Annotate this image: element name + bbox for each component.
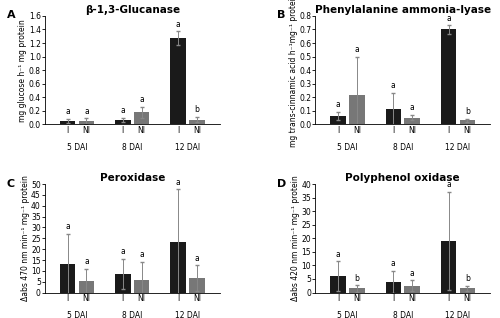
Bar xyxy=(115,120,130,124)
Text: a: a xyxy=(140,95,144,104)
Bar xyxy=(60,121,76,124)
Text: 8 DAI: 8 DAI xyxy=(392,311,413,318)
Y-axis label: mg glucose h⁻¹ mg protein: mg glucose h⁻¹ mg protein xyxy=(18,19,28,121)
Bar xyxy=(330,116,346,124)
Text: 5 DAI: 5 DAI xyxy=(338,143,358,152)
Text: a: a xyxy=(176,20,180,29)
Text: B: B xyxy=(277,10,285,20)
Bar xyxy=(78,121,94,124)
Text: a: a xyxy=(176,178,180,187)
Text: a: a xyxy=(336,100,340,109)
Text: a: a xyxy=(446,181,451,190)
Text: 12 DAI: 12 DAI xyxy=(446,311,470,318)
Y-axis label: Δabs 470 nm min⁻¹ mg⁻¹ protein: Δabs 470 nm min⁻¹ mg⁻¹ protein xyxy=(20,175,30,301)
Text: a: a xyxy=(410,103,414,112)
Bar xyxy=(349,288,364,293)
Text: a: a xyxy=(354,45,360,54)
Bar xyxy=(78,280,94,293)
Title: Phenylalanine ammonia-lyase: Phenylalanine ammonia-lyase xyxy=(314,5,491,15)
Text: D: D xyxy=(277,179,286,189)
Y-axis label: mg trans-cinnamic acid h⁻¹mg⁻¹ protein: mg trans-cinnamic acid h⁻¹mg⁻¹ protein xyxy=(289,0,298,147)
Text: 8 DAI: 8 DAI xyxy=(122,143,142,152)
Text: a: a xyxy=(66,107,70,116)
Bar xyxy=(441,30,456,124)
Y-axis label: Δabs 420 nm min⁻¹ mg⁻¹ protein: Δabs 420 nm min⁻¹ mg⁻¹ protein xyxy=(291,176,300,301)
Text: 5 DAI: 5 DAI xyxy=(338,311,358,318)
Text: a: a xyxy=(120,106,125,115)
Bar xyxy=(349,94,364,124)
Bar xyxy=(189,279,204,293)
Text: 5 DAI: 5 DAI xyxy=(67,143,87,152)
Text: a: a xyxy=(410,269,414,278)
Bar xyxy=(386,282,401,293)
Text: C: C xyxy=(6,179,14,189)
Bar xyxy=(60,264,76,293)
Text: a: a xyxy=(140,251,144,259)
Text: a: a xyxy=(84,257,89,266)
Text: 12 DAI: 12 DAI xyxy=(446,143,470,152)
Bar xyxy=(189,120,204,124)
Title: Polyphenol oxidase: Polyphenol oxidase xyxy=(346,173,460,183)
Title: Peroxidase: Peroxidase xyxy=(100,173,165,183)
Text: a: a xyxy=(120,247,125,256)
Bar xyxy=(441,241,456,293)
Text: 8 DAI: 8 DAI xyxy=(392,143,413,152)
Bar xyxy=(115,274,130,293)
Bar xyxy=(404,118,420,124)
Text: a: a xyxy=(336,250,340,259)
Text: 8 DAI: 8 DAI xyxy=(122,311,142,318)
Title: β-1,3-Glucanase: β-1,3-Glucanase xyxy=(84,5,180,15)
Bar xyxy=(330,276,346,293)
Text: a: a xyxy=(391,81,396,91)
Text: 12 DAI: 12 DAI xyxy=(175,143,200,152)
Text: a: a xyxy=(446,14,451,23)
Text: a: a xyxy=(84,107,89,115)
Text: b: b xyxy=(354,273,360,282)
Text: A: A xyxy=(6,10,15,20)
Bar xyxy=(460,120,475,124)
Text: 5 DAI: 5 DAI xyxy=(67,311,87,318)
Text: b: b xyxy=(465,107,470,116)
Bar xyxy=(170,242,186,293)
Bar xyxy=(386,109,401,124)
Text: a: a xyxy=(391,259,396,268)
Text: a: a xyxy=(194,254,199,263)
Bar xyxy=(460,288,475,293)
Bar xyxy=(134,280,150,293)
Bar xyxy=(404,286,420,293)
Text: b: b xyxy=(465,274,470,283)
Bar xyxy=(134,112,150,124)
Bar xyxy=(170,38,186,124)
Text: b: b xyxy=(194,105,200,114)
Text: 12 DAI: 12 DAI xyxy=(175,311,200,318)
Text: a: a xyxy=(66,222,70,231)
